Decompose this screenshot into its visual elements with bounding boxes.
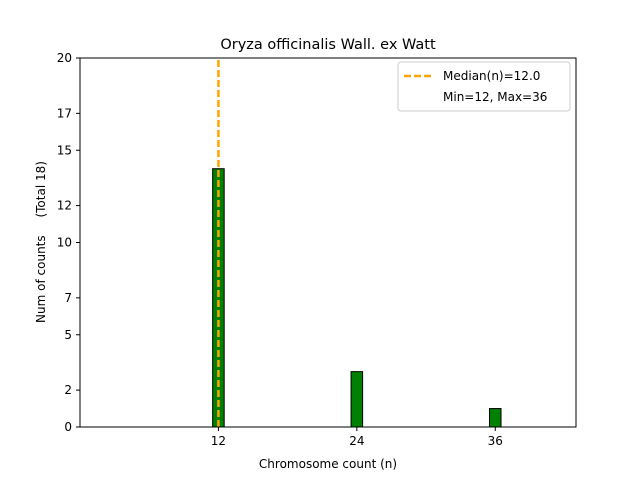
y-axis-label-main: Num of counts [34, 235, 48, 323]
x-tick-label: 24 [349, 434, 364, 448]
bar-36 [488, 408, 502, 428]
y-tick-label: 12 [57, 199, 72, 213]
y-tick-label: 10 [57, 236, 72, 250]
y-tick-label: 15 [57, 143, 72, 157]
y-tick-label: 20 [57, 51, 72, 65]
axes-frame [79, 57, 577, 428]
bar-24 [350, 371, 364, 428]
x-axis-label: Chromosome count (n) [259, 457, 397, 471]
legend-box [397, 61, 571, 112]
y-tick-label: 17 [57, 106, 72, 120]
y-axis-label-total: (Total 18) [34, 161, 48, 217]
y-axis-ticks: 0 2 5 7 10 12 15 17 20 [57, 51, 80, 434]
y-tick-label: 7 [64, 291, 72, 305]
legend-entry-range: Min=12, Max=36 [443, 90, 547, 104]
chart-title: Oryza officinalis Wall. ex Watt [220, 37, 436, 53]
y-tick-label: 5 [64, 328, 72, 342]
legend-entry-median: Median(n)=12.0 [443, 69, 540, 83]
bar-12 [212, 168, 225, 428]
y-tick-label: 2 [64, 383, 72, 397]
x-tick-label: 12 [211, 434, 226, 448]
x-tick-label: 36 [488, 434, 503, 448]
x-axis-ticks: 12 24 36 [211, 427, 503, 448]
y-axis-label: Num of counts (Total 18) [34, 161, 48, 323]
bars [212, 168, 536, 428]
legend: Median(n)=12.0 Min=12, Max=36 [397, 61, 571, 112]
y-tick-label: 0 [64, 420, 72, 434]
